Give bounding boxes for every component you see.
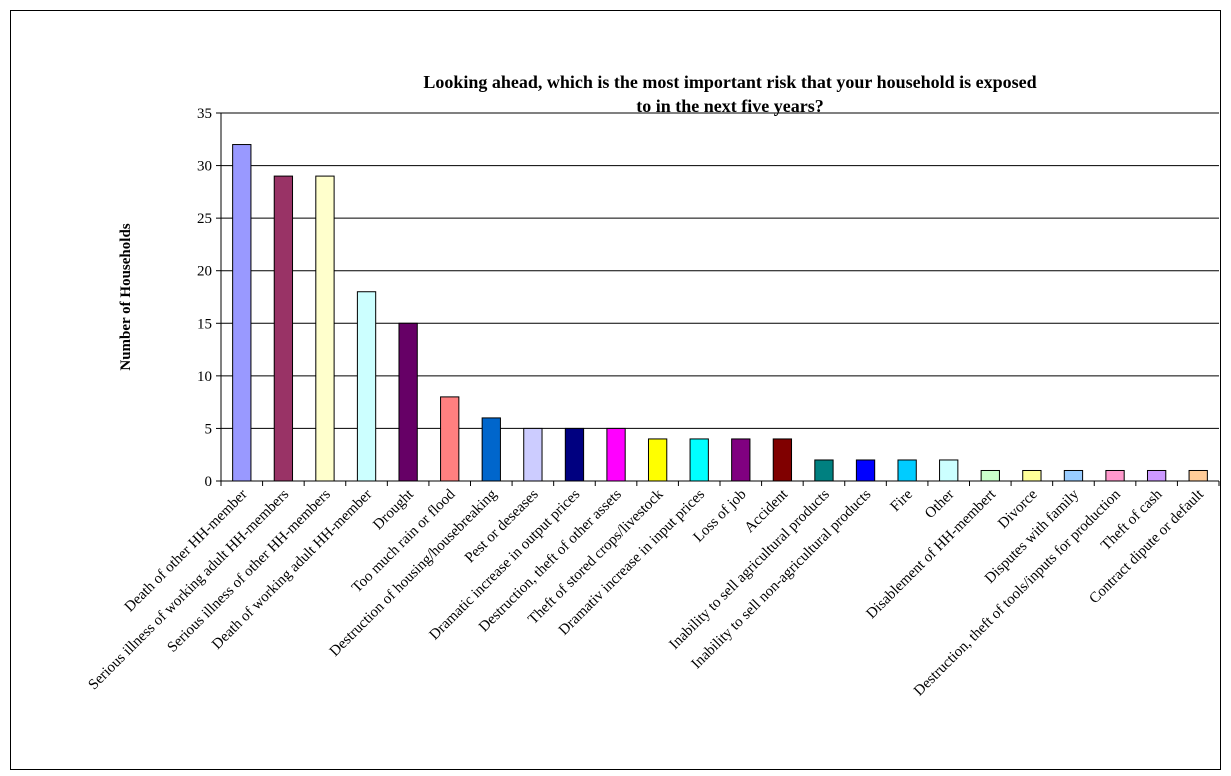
bar — [356, 291, 377, 482]
bar — [481, 417, 501, 482]
bar — [1022, 469, 1042, 482]
bar — [273, 175, 294, 482]
y-tick-label: 20 — [197, 264, 212, 280]
bar — [897, 459, 917, 482]
chart-frame — [10, 10, 1221, 770]
bar — [1188, 469, 1208, 482]
y-tick-label: 5 — [205, 421, 213, 437]
chart-title: Looking ahead, which is the most importa… — [423, 72, 1037, 116]
bar — [1146, 469, 1167, 482]
x-category-label: Serious illness of other HH-members — [165, 486, 334, 655]
bar — [689, 438, 709, 482]
bar — [1063, 469, 1084, 482]
bar — [315, 175, 335, 482]
axes — [216, 112, 1220, 486]
bar — [606, 427, 626, 482]
bar — [1105, 469, 1125, 482]
y-tick-label: 15 — [197, 316, 212, 332]
bar — [440, 396, 460, 482]
x-category-label: Fire — [888, 486, 917, 515]
bar — [939, 459, 959, 482]
bar — [731, 438, 751, 482]
y-axis-title: Number of Households — [118, 223, 134, 370]
x-category-label: Dramatic increase in output prices — [426, 486, 583, 643]
y-tick-label: 35 — [197, 106, 212, 122]
bar — [564, 427, 585, 482]
bar — [523, 427, 543, 482]
bar — [772, 438, 793, 482]
bar — [647, 438, 668, 482]
bar — [398, 322, 418, 482]
bar — [980, 469, 1000, 482]
y-tick-label: 30 — [197, 159, 212, 175]
bars — [232, 144, 1208, 482]
bar — [814, 459, 834, 482]
bar — [855, 459, 876, 482]
y-tick-label: 10 — [197, 369, 212, 385]
y-tick-label: 0 — [205, 474, 213, 490]
x-category-label: Pest or deseases — [462, 486, 542, 566]
y-tick-label: 25 — [197, 211, 212, 227]
x-category-label: Other — [922, 487, 957, 522]
gridlines — [221, 112, 1219, 429]
bar — [232, 144, 252, 482]
